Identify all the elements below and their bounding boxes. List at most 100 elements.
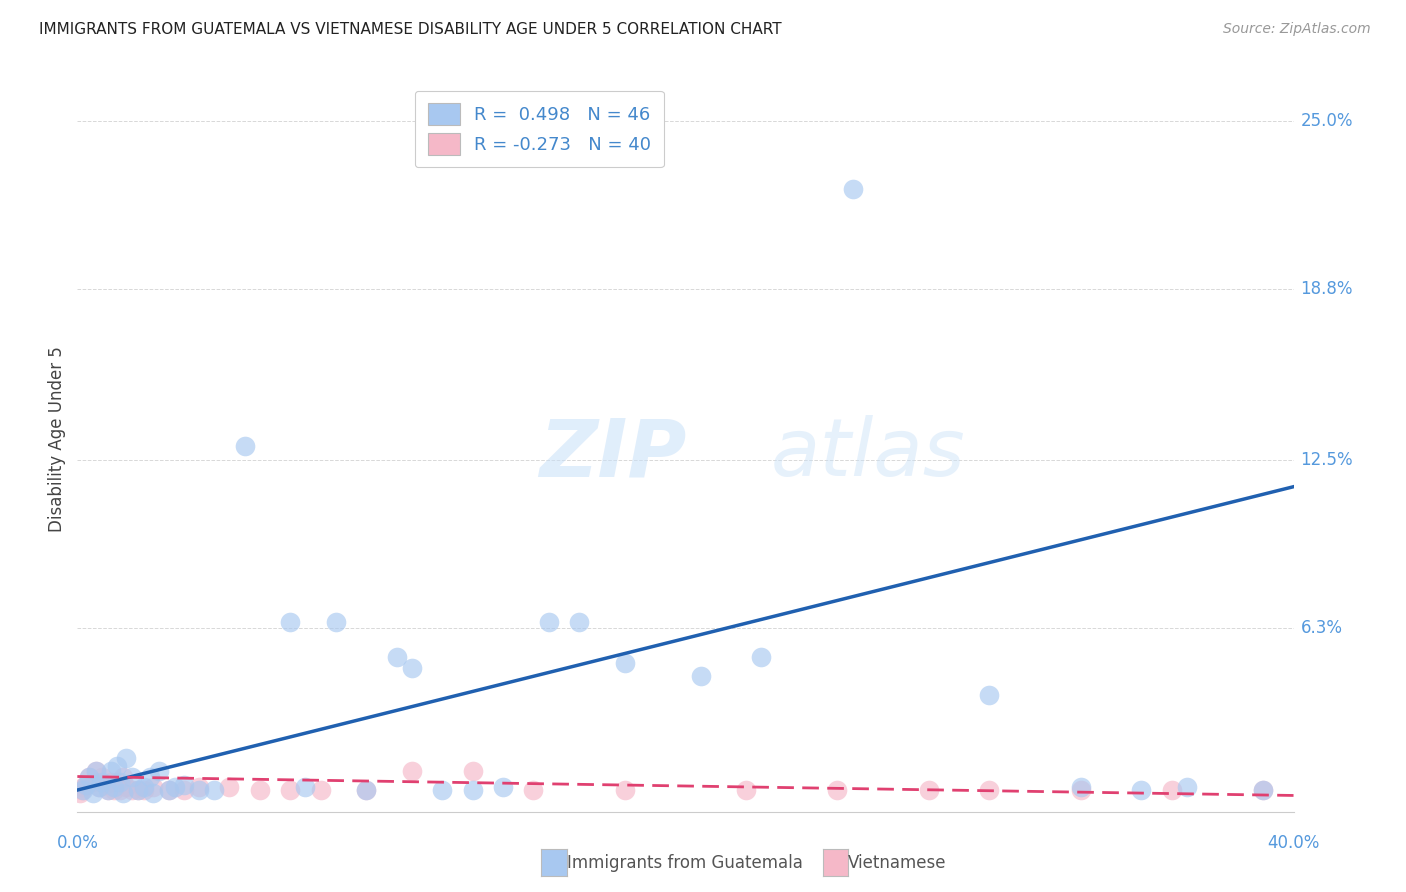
Point <box>69 786 91 800</box>
Point <box>689 669 711 683</box>
Point <box>188 780 211 795</box>
Point <box>100 775 122 789</box>
Text: Immigrants from Guatemala: Immigrants from Guatemala <box>567 854 803 871</box>
Point <box>173 778 195 792</box>
Point <box>108 775 131 789</box>
Point <box>111 786 134 800</box>
Point <box>115 750 138 764</box>
Point <box>100 764 122 778</box>
Point <box>111 770 134 784</box>
Point <box>75 778 97 792</box>
Point <box>87 780 110 795</box>
Point <box>72 780 94 795</box>
Point <box>87 780 110 795</box>
Point <box>139 770 162 784</box>
Point <box>735 783 758 797</box>
Text: 12.5%: 12.5% <box>1301 450 1353 468</box>
Point <box>1251 783 1274 797</box>
Y-axis label: Disability Age Under 5: Disability Age Under 5 <box>48 346 66 533</box>
Point <box>188 783 211 797</box>
Point <box>105 758 128 772</box>
Point <box>173 783 195 797</box>
Point <box>430 783 453 797</box>
Point <box>82 775 104 789</box>
Point <box>613 656 636 670</box>
Point <box>918 783 941 797</box>
Point <box>354 783 377 797</box>
Text: 6.3%: 6.3% <box>1301 618 1343 637</box>
Point <box>115 780 138 795</box>
Point <box>90 775 112 789</box>
Point <box>841 182 863 196</box>
Point <box>568 615 591 629</box>
Point <box>84 764 107 778</box>
Point <box>103 780 125 795</box>
Point <box>103 783 125 797</box>
Point <box>294 780 316 795</box>
Point <box>134 780 156 795</box>
Point <box>537 615 560 629</box>
Point <box>142 786 165 800</box>
Point <box>157 783 180 797</box>
Point <box>142 780 165 795</box>
Point <box>461 783 484 797</box>
Point <box>233 439 256 453</box>
Point <box>90 770 112 784</box>
Point <box>1070 780 1092 795</box>
Point <box>492 780 515 795</box>
Point <box>97 783 120 797</box>
Point <box>97 783 120 797</box>
Point <box>70 783 93 797</box>
Text: Source: ZipAtlas.com: Source: ZipAtlas.com <box>1223 22 1371 37</box>
Point <box>79 770 101 784</box>
Point <box>1130 783 1153 797</box>
Point <box>134 783 156 797</box>
Point <box>613 783 636 797</box>
Point <box>108 783 131 797</box>
Point <box>127 783 149 797</box>
Point <box>522 783 544 797</box>
Point <box>751 650 773 665</box>
Point <box>979 688 1001 702</box>
Point <box>148 764 170 778</box>
Point <box>278 783 301 797</box>
Point <box>1161 783 1184 797</box>
Point <box>79 770 101 784</box>
Point <box>401 661 423 675</box>
Point <box>1251 783 1274 797</box>
Point <box>75 778 97 792</box>
Point <box>127 783 149 797</box>
Point <box>72 783 94 797</box>
Point <box>325 615 347 629</box>
Point <box>827 783 849 797</box>
Text: ZIP: ZIP <box>540 415 688 493</box>
Point <box>309 783 332 797</box>
Point <box>354 783 377 797</box>
Point <box>121 770 143 784</box>
Point <box>1175 780 1198 795</box>
Text: 25.0%: 25.0% <box>1301 112 1353 130</box>
Point <box>157 783 180 797</box>
Legend: R =  0.498   N = 46, R = -0.273   N = 40: R = 0.498 N = 46, R = -0.273 N = 40 <box>415 91 664 168</box>
Point <box>105 775 128 789</box>
Point <box>1070 783 1092 797</box>
Point <box>163 780 186 795</box>
Point <box>979 783 1001 797</box>
Text: 40.0%: 40.0% <box>1267 834 1320 852</box>
Point <box>278 615 301 629</box>
Point <box>218 780 240 795</box>
Point <box>385 650 408 665</box>
Text: 0.0%: 0.0% <box>56 834 98 852</box>
Point <box>202 783 225 797</box>
Point <box>401 764 423 778</box>
Point <box>93 778 115 792</box>
Text: atlas: atlas <box>770 415 966 493</box>
Text: 18.8%: 18.8% <box>1301 280 1353 298</box>
Point <box>82 786 104 800</box>
Point <box>249 783 271 797</box>
Text: Vietnamese: Vietnamese <box>848 854 946 871</box>
Point <box>84 764 107 778</box>
Point <box>461 764 484 778</box>
Text: IMMIGRANTS FROM GUATEMALA VS VIETNAMESE DISABILITY AGE UNDER 5 CORRELATION CHART: IMMIGRANTS FROM GUATEMALA VS VIETNAMESE … <box>39 22 782 37</box>
Point <box>121 783 143 797</box>
